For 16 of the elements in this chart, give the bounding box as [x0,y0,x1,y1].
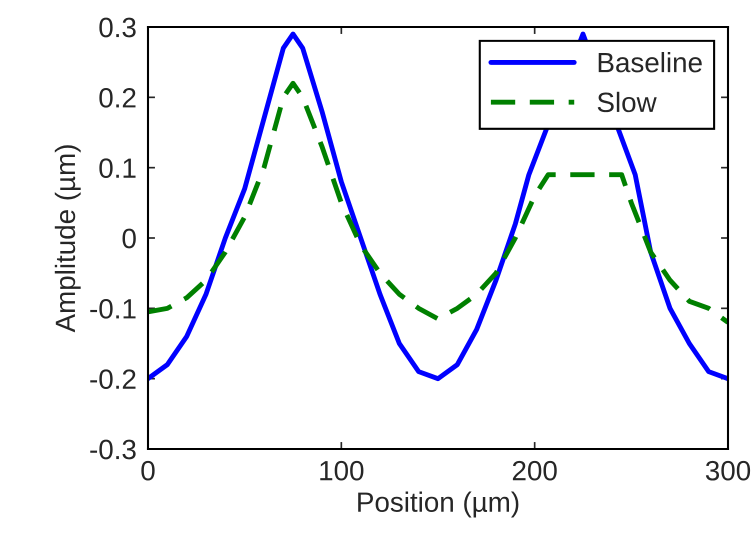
x-tick-label: 300 [706,460,750,481]
legend-label: Baseline [598,52,702,72]
legend-label: Slow [598,92,657,112]
y-axis-title: Amplitude (µm) [54,145,81,332]
line-series [148,80,728,325]
x-tick-label: 0 [141,460,155,481]
x-tick-label: 200 [512,460,557,481]
y-tick-label: 0.2 [99,88,136,108]
y-tick-label: -0.1 [90,299,136,319]
y-tick-label: 0.3 [99,18,136,38]
y-tick-label: 0 [122,228,136,248]
x-axis-title: Position (µm) [358,492,518,518]
y-tick-label: -0.2 [90,369,136,390]
x-tick-label: 100 [320,460,364,481]
y-tick-label: -0.3 [90,440,136,460]
y-tick-label: 0.1 [99,158,136,178]
